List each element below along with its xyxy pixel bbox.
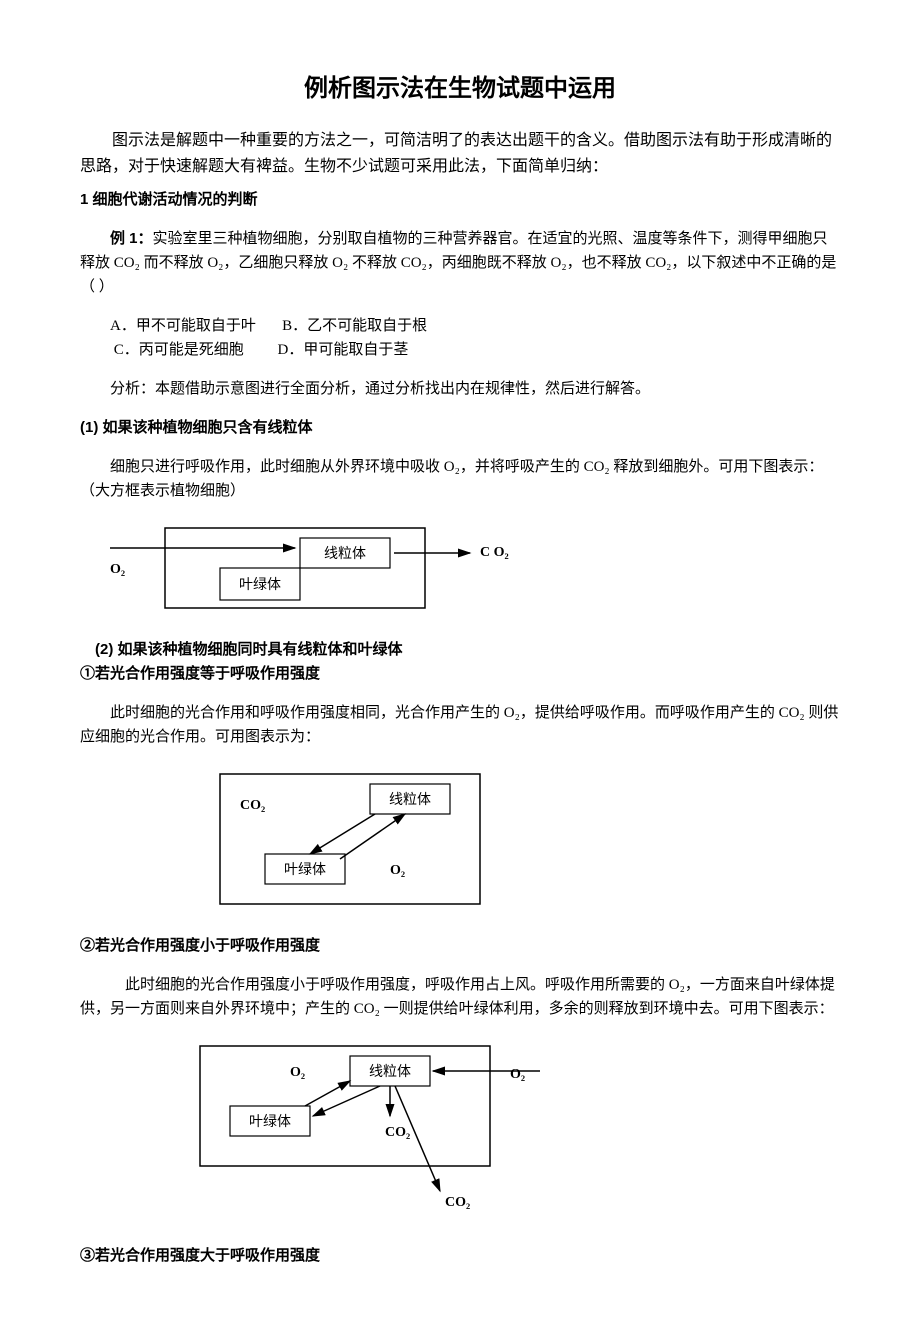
case-2b-title: ②若光合作用强度小于呼吸作用强度 — [80, 934, 840, 958]
example-1: 例 1：实验室里三种植物细胞，分别取自植物的三种营养器官。在适宜的光照、温度等条… — [80, 227, 840, 299]
page-title: 例析图示法在生物试题中运用 — [80, 70, 840, 108]
diagram-3-svg: 线粒体 叶绿体 O₂ O₂ CO₂ CO₂ — [190, 1036, 590, 1216]
cell-outline — [220, 774, 480, 904]
option-a: A．甲不可能取自于叶 — [110, 318, 256, 334]
chloroplast-label: 叶绿体 — [249, 1114, 291, 1130]
case-2b-text: 此时细胞的光合作用强度小于呼吸作用强度，呼吸作用占上风。呼吸作用所需要的 O₂，… — [80, 973, 840, 1021]
options-row-2: C．丙可能是死细胞 D．甲可能取自于茎 — [110, 338, 840, 362]
arrow-co2 — [310, 814, 375, 854]
diagram-1: 线粒体 叶绿体 O₂ C O₂ — [110, 518, 840, 626]
intro-paragraph: 图示法是解题中一种重要的方法之一，可简洁明了的表达出题干的含义。借助图示法有助于… — [80, 128, 840, 179]
co2-label: CO₂ — [240, 798, 265, 813]
case-2c-title: ③若光合作用强度大于呼吸作用强度 — [80, 1244, 840, 1268]
case-2-title: (2) 如果该种植物细胞同时具有线粒体和叶绿体 — [95, 638, 840, 662]
option-b: B．乙不可能取自于根 — [282, 318, 427, 334]
diagram-2-svg: 线粒体 叶绿体 CO₂ O₂ — [210, 764, 510, 914]
diagram-3: 线粒体 叶绿体 O₂ O₂ CO₂ CO₂ — [190, 1036, 840, 1224]
example-1-text: 实验室里三种植物细胞，分别取自植物的三种营养器官。在适宜的光照、温度等条件下，测… — [80, 231, 836, 295]
o2-internal-label: O₂ — [290, 1065, 305, 1080]
co2-label: C O₂ — [480, 545, 509, 560]
co2-internal-label: CO₂ — [385, 1125, 410, 1140]
o2-label: O₂ — [390, 863, 405, 878]
analysis-text: 分析：本题借助示意图进行全面分析，通过分析找出内在规律性，然后进行解答。 — [80, 377, 840, 401]
option-d: D．甲可能取自于茎 — [278, 342, 409, 358]
case-1-text: 细胞只进行呼吸作用，此时细胞从外界环境中吸收 O₂，并将呼吸产生的 CO₂ 释放… — [80, 455, 840, 503]
example-1-lead: 例 1： — [110, 230, 153, 247]
mitochondrion-label: 线粒体 — [324, 546, 366, 562]
arrow-co2-internal — [313, 1086, 380, 1116]
mitochondrion-label: 线粒体 — [389, 792, 431, 808]
option-c: C．丙可能是死细胞 — [114, 342, 244, 358]
o2-label: O₂ — [110, 562, 125, 577]
section-1-heading: 1 细胞代谢活动情况的判断 — [80, 188, 840, 212]
options-row-1: A．甲不可能取自于叶 B．乙不可能取自于根 — [110, 314, 840, 338]
case-2a-title: ①若光合作用强度等于呼吸作用强度 — [80, 662, 840, 686]
o2-external-label: O₂ — [510, 1067, 525, 1082]
diagram-1-svg: 线粒体 叶绿体 O₂ C O₂ — [110, 518, 530, 618]
arrow-o2 — [340, 814, 405, 859]
case-1-title: (1) 如果该种植物细胞只含有线粒体 — [80, 416, 840, 440]
chloroplast-label: 叶绿体 — [239, 577, 281, 593]
mitochondrion-label: 线粒体 — [369, 1064, 411, 1080]
co2-out-label: CO₂ — [445, 1195, 470, 1210]
diagram-2: 线粒体 叶绿体 CO₂ O₂ — [210, 764, 840, 922]
chloroplast-label: 叶绿体 — [284, 862, 326, 878]
case-2a-text: 此时细胞的光合作用和呼吸作用强度相同，光合作用产生的 O₂，提供给呼吸作用。而呼… — [80, 701, 840, 749]
